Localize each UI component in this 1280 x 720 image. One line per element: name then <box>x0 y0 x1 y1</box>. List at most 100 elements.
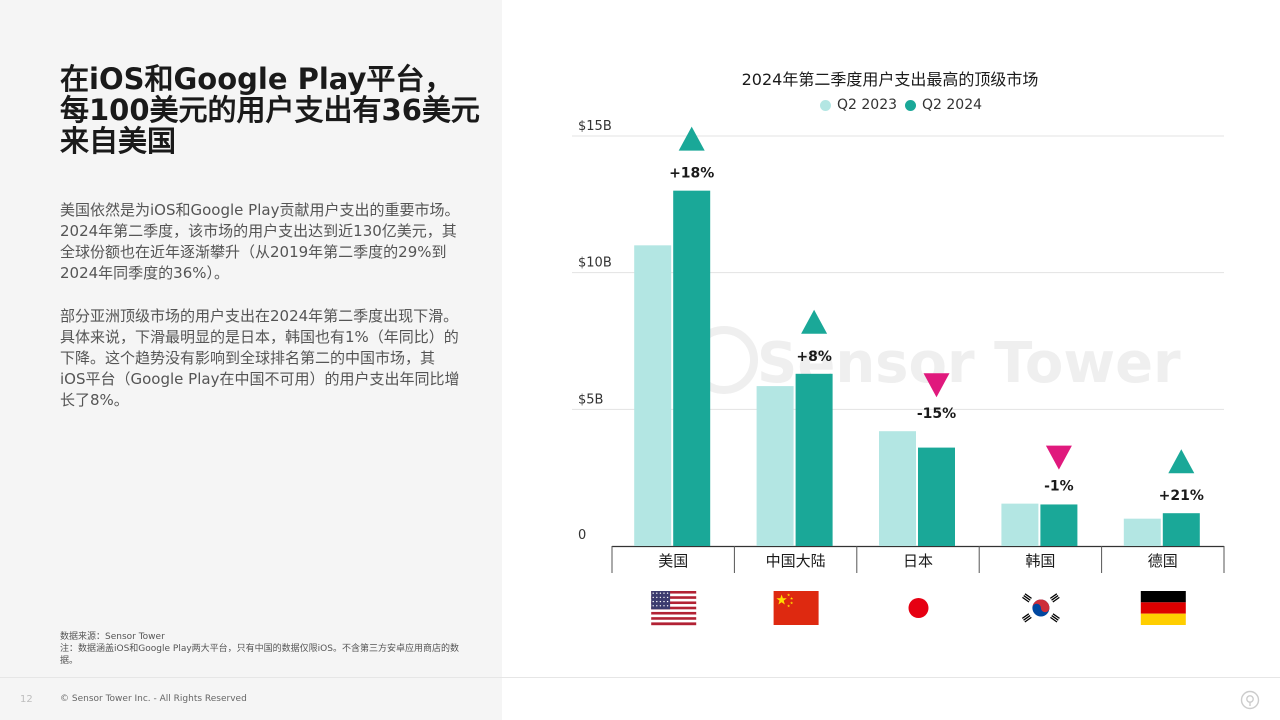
change-label: -15% <box>917 406 956 422</box>
change-label: +18% <box>669 166 714 182</box>
germany-flag-part <box>1140 613 1186 625</box>
china-flag-part <box>773 591 819 625</box>
body-paragraph-2: 部分亚洲顶级市场的用户支出在2024年第二季度出现下滑。具体来说，下滑最明显的是… <box>60 307 460 409</box>
change-label: -1% <box>1044 479 1074 495</box>
japan-flag-part <box>908 598 929 618</box>
korea-flag-part <box>1049 593 1058 599</box>
us-flag-part <box>651 593 697 597</box>
korea-flag-part <box>1024 593 1032 599</box>
korea-flag-part <box>1021 613 1030 619</box>
us-flag-part <box>656 596 658 599</box>
y-tick-label: $15B <box>578 119 612 134</box>
us-flag-part <box>651 601 697 605</box>
bar-chart: Sensor Tower0$5B$10B$15B美国+18%中国大陆+8%日本-… <box>572 119 1225 626</box>
legend-swatch-q2-2023 <box>820 99 831 111</box>
bar-q2-2024 <box>1040 504 1078 546</box>
bar-q2-2023 <box>1123 518 1161 546</box>
us-flag-part <box>666 596 669 599</box>
korea-flag-part <box>1051 595 1059 601</box>
korea-flag-part <box>1052 613 1060 619</box>
page-title: 在iOS和Google Play平台，每100美元的用户支出有36美元来自美国 <box>60 62 480 158</box>
us-flag-part <box>651 598 697 602</box>
us-flag-part <box>651 619 697 623</box>
chart-title: 2024年第二季度用户支出最高的顶级市场 <box>741 70 1039 89</box>
source-line: 数据来源：Sensor Tower <box>60 632 165 642</box>
bar-q2-2023 <box>634 245 672 547</box>
us-flag-part <box>659 600 662 603</box>
page-number: 12 <box>20 694 33 705</box>
us-flag-part <box>659 592 662 594</box>
footer-divider <box>0 677 1280 678</box>
us-flag-part <box>652 596 654 599</box>
us-flag-part <box>652 592 654 594</box>
korea-flag-icon <box>1021 593 1060 623</box>
us-flag-part <box>651 622 697 626</box>
korea-flag-part <box>1022 596 1030 603</box>
source-note: 数据来源：Sensor Tower 注：数据涵盖iOS和Google Play两… <box>60 631 470 667</box>
us-flag-part <box>656 600 658 603</box>
bar-q2-2023 <box>1001 503 1039 546</box>
us-flag-part <box>651 617 697 620</box>
x-tick-label: 中国大陆 <box>766 552 826 570</box>
us-flag-part <box>651 591 671 610</box>
legend-item-q2-2024: Q2 2024 <box>905 97 982 113</box>
decrease-arrow-icon <box>923 373 950 398</box>
x-tick-label: 德国 <box>1148 552 1178 570</box>
china-flag-part <box>790 596 794 600</box>
us-flag-part <box>659 605 662 607</box>
x-tick-label: 日本 <box>903 552 933 570</box>
bar-q2-2023 <box>756 386 794 546</box>
note-line: 注：数据涵盖iOS和Google Play两大平台，只有中国的数据仅限iOS。不… <box>60 644 459 666</box>
change-label: +8% <box>796 349 832 365</box>
bar-q2-2024 <box>918 447 955 546</box>
chart-area: 2024年第二季度用户支出最高的顶级市场 Q2 2023 Q2 2024 Sen… <box>502 0 1280 720</box>
bar-q2-2024 <box>673 190 711 546</box>
us-flag-part <box>651 591 697 594</box>
increase-arrow-icon <box>678 126 705 151</box>
china-flag-part <box>790 601 794 605</box>
korea-flag-part <box>1023 615 1031 621</box>
korea-flag-part <box>1024 616 1032 623</box>
left-panel: 在iOS和Google Play平台，每100美元的用户支出有36美元来自美国 … <box>0 0 502 720</box>
x-tick-label: 韩国 <box>1025 552 1055 570</box>
body-paragraph-1: 美国依然是为iOS和Google Play贡献用户支出的重要市场。2024年第二… <box>60 201 460 282</box>
change-label: +21% <box>1159 488 1204 504</box>
legend-label-q2-2024: Q2 2024 <box>922 97 983 113</box>
us-flag-part <box>663 605 665 607</box>
germany-flag-part <box>1140 602 1186 614</box>
legend-item-q2-2023: Q2 2023 <box>820 97 897 113</box>
bar-q2-2024 <box>1162 513 1200 546</box>
korea-flag-part <box>1050 616 1058 623</box>
us-flag-part <box>666 592 669 594</box>
korea-flag-part <box>1052 596 1060 603</box>
us-flag-part <box>651 604 697 607</box>
china-flag-part <box>776 594 787 605</box>
us-flag-part <box>656 592 658 594</box>
bar-q2-2024 <box>795 373 833 546</box>
china-flag-part <box>787 593 791 597</box>
y-tick-label: 0 <box>578 528 586 543</box>
germany-flag-icon <box>1140 591 1186 625</box>
y-tick-label: $10B <box>578 256 612 271</box>
legend-label-q2-2023: Q2 2023 <box>837 97 898 113</box>
y-tick-label: $5B <box>578 392 603 407</box>
us-flag-part <box>659 596 662 599</box>
us-flag-part <box>656 605 658 607</box>
korea-flag-part <box>1051 615 1059 621</box>
us-flag-part <box>651 609 697 613</box>
us-flag-part <box>652 605 654 607</box>
us-flag-part <box>651 606 697 610</box>
china-flag-icon <box>773 591 819 625</box>
us-flag-part <box>663 592 665 594</box>
us-flag-part <box>666 605 669 607</box>
x-tick-label: 美国 <box>658 552 688 570</box>
us-flag-part <box>652 600 654 603</box>
increase-arrow-icon <box>1168 449 1195 474</box>
sensor-tower-logo-icon <box>1240 690 1260 710</box>
legend-swatch-q2-2024 <box>905 99 917 111</box>
us-flag-part <box>651 596 697 600</box>
us-flag-part <box>663 600 665 603</box>
us-flag-part <box>663 596 665 599</box>
japan-flag-icon <box>908 598 929 618</box>
korea-flag-part <box>1032 599 1050 613</box>
